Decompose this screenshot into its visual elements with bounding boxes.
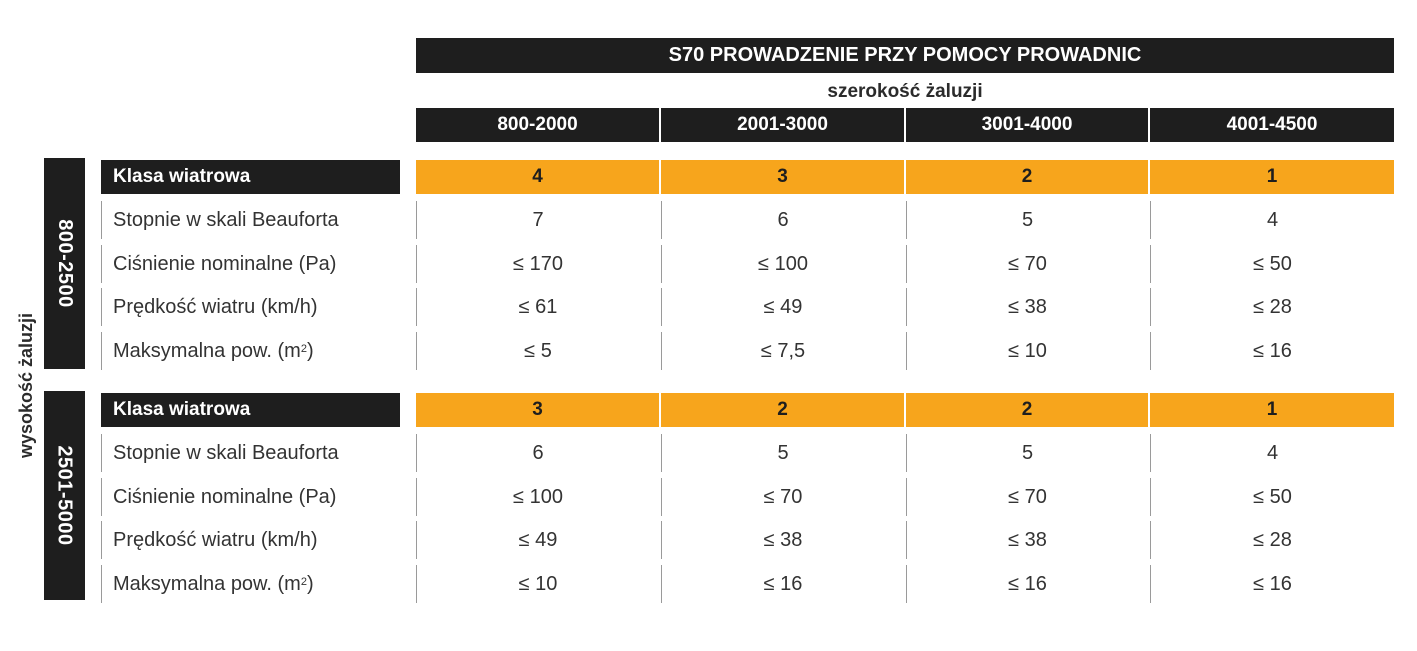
table-cell: ≤ 70 xyxy=(906,245,1148,283)
table-cell: 6 xyxy=(416,434,659,472)
table-cell: ≤ 70 xyxy=(906,478,1148,516)
table-cell: ≤ 16 xyxy=(1150,332,1394,370)
height-range-text: 2501-5000 xyxy=(54,445,76,546)
wind-class-value: 1 xyxy=(1150,393,1394,427)
height-range-label: 800-2500 xyxy=(44,158,85,369)
height-axis-label: wysokość żaluzji xyxy=(12,170,42,600)
wind-class-value: 3 xyxy=(661,160,904,194)
table-cell: ≤ 50 xyxy=(1150,478,1394,516)
superscript: 2 xyxy=(300,576,307,588)
table-cell: 4 xyxy=(1150,201,1394,239)
height-axis-label-text: wysokość żaluzji xyxy=(16,312,37,458)
table-cell: ≤ 38 xyxy=(906,288,1148,326)
table-cell: ≤ 100 xyxy=(416,478,659,516)
table-cell: ≤ 50 xyxy=(1150,245,1394,283)
table-cell: ≤ 10 xyxy=(416,565,659,603)
wind-class-value: 2 xyxy=(661,393,904,427)
row-label: Maksymalna pow. (m 2) xyxy=(101,565,400,603)
row-label: Stopnie w skali Beauforta xyxy=(101,201,400,239)
row-label: Prędkość wiatru (km/h) xyxy=(101,521,400,559)
height-range-text: 800-2500 xyxy=(54,219,76,308)
table-cell: ≤ 38 xyxy=(906,521,1148,559)
superscript: 2 xyxy=(300,343,307,355)
table-cell: 5 xyxy=(661,434,904,472)
table-title: S70 PROWADZENIE PRZY POMOCY PROWADNIC xyxy=(416,38,1394,73)
table-cell: 5 xyxy=(906,434,1148,472)
table-cell: ≤ 100 xyxy=(661,245,904,283)
wind-class-value: 4 xyxy=(416,160,659,194)
table-cell: ≤ 28 xyxy=(1150,521,1394,559)
column-header: 800-2000 xyxy=(416,108,659,142)
table-cell: ≤ 5 xyxy=(416,332,659,370)
wind-class-value: 1 xyxy=(1150,160,1394,194)
column-header: 3001-4000 xyxy=(906,108,1148,142)
table-cell: ≤ 16 xyxy=(906,565,1148,603)
table-cell: ≤ 49 xyxy=(661,288,904,326)
table-cell: ≤ 10 xyxy=(906,332,1148,370)
column-header: 4001-4500 xyxy=(1150,108,1394,142)
wind-class-label: Klasa wiatrowa xyxy=(101,393,400,427)
column-header: 2001-3000 xyxy=(661,108,904,142)
table-cell: 7 xyxy=(416,201,659,239)
row-label: Maksymalna pow. (m 2) xyxy=(101,332,400,370)
table-cell: 4 xyxy=(1150,434,1394,472)
table-cell: ≤ 70 xyxy=(661,478,904,516)
wind-class-value: 3 xyxy=(416,393,659,427)
table-cell: ≤ 28 xyxy=(1150,288,1394,326)
row-label: Prędkość wiatru (km/h) xyxy=(101,288,400,326)
table-cell: ≤ 7,5 xyxy=(661,332,904,370)
row-label: Ciśnienie nominalne (Pa) xyxy=(101,245,400,283)
table-cell: ≤ 61 xyxy=(416,288,659,326)
row-label: Stopnie w skali Beauforta xyxy=(101,434,400,472)
height-range-label: 2501-5000 xyxy=(44,391,85,600)
wind-class-value: 2 xyxy=(906,393,1148,427)
table-cell: ≤ 16 xyxy=(661,565,904,603)
table-cell: ≤ 49 xyxy=(416,521,659,559)
row-label: Ciśnienie nominalne (Pa) xyxy=(101,478,400,516)
table-cell: ≤ 38 xyxy=(661,521,904,559)
table-cell: ≤ 16 xyxy=(1150,565,1394,603)
table-cell: ≤ 170 xyxy=(416,245,659,283)
width-axis-label: szerokość żaluzji xyxy=(827,81,983,102)
wind-class-value: 2 xyxy=(906,160,1148,194)
wind-class-label: Klasa wiatrowa xyxy=(101,160,400,194)
table-cell: 6 xyxy=(661,201,904,239)
table-cell: 5 xyxy=(906,201,1148,239)
